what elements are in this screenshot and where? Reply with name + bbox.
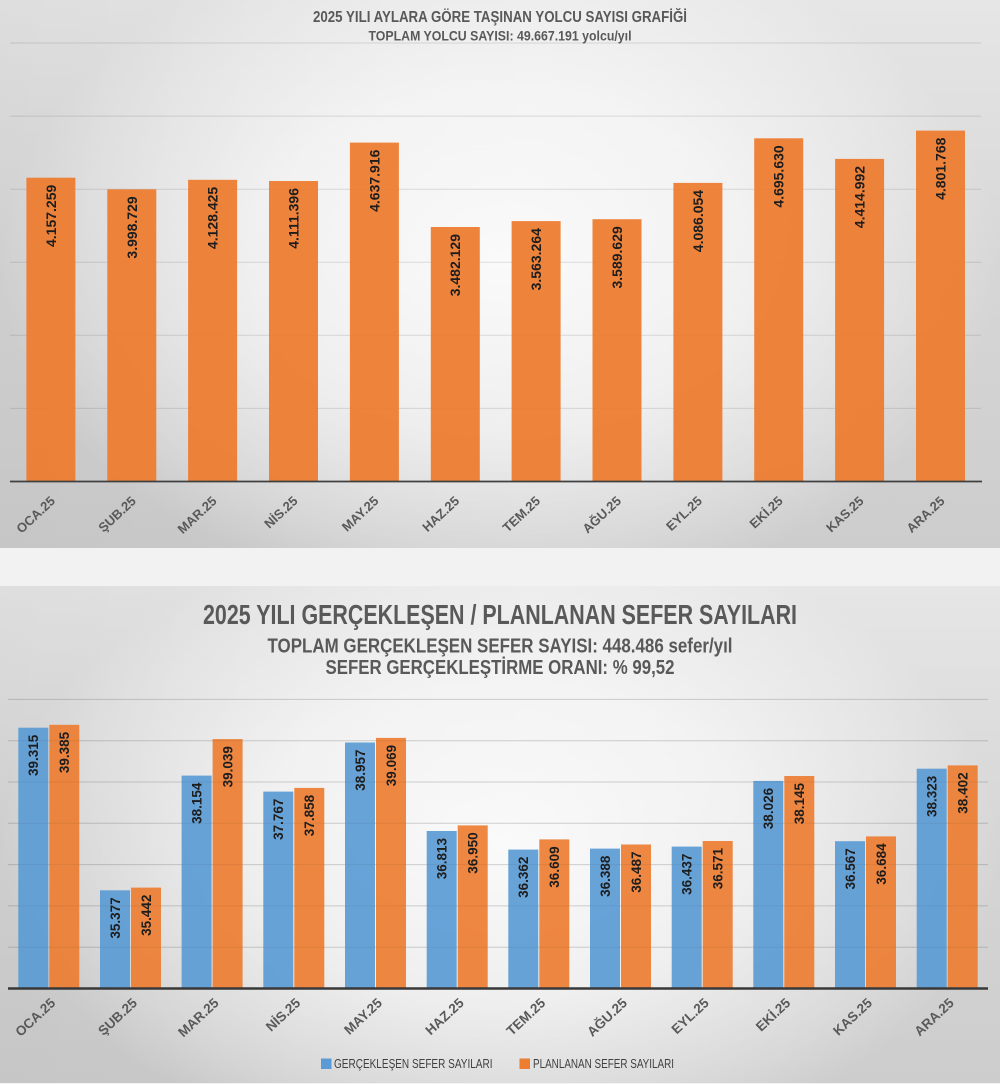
svg-text:38.145: 38.145 xyxy=(792,783,807,825)
svg-text:2025 YILI AYLARA GÖRE TAŞINAN: 2025 YILI AYLARA GÖRE TAŞINAN YOLCU SAYI… xyxy=(313,7,687,26)
svg-text:2025 YILI GERÇEKLEŞEN / PLANLA: 2025 YILI GERÇEKLEŞEN / PLANLANAN SEFER … xyxy=(203,599,797,630)
svg-text:4.414.992: 4.414.992 xyxy=(852,166,868,228)
svg-text:36.437: 36.437 xyxy=(680,854,695,895)
svg-text:4.086.054: 4.086.054 xyxy=(690,190,706,252)
svg-text:36.813: 36.813 xyxy=(435,838,450,880)
svg-text:4.157.259: 4.157.259 xyxy=(43,185,59,247)
svg-text:39.069: 39.069 xyxy=(384,745,399,786)
svg-text:36.567: 36.567 xyxy=(843,848,858,889)
svg-text:38.323: 38.323 xyxy=(925,775,940,817)
svg-text:TOPLAM GERÇEKLEŞEN SEFER SAYIS: TOPLAM GERÇEKLEŞEN SEFER SAYISI: 448.486… xyxy=(268,635,733,658)
svg-text:37.767: 37.767 xyxy=(271,799,286,840)
svg-text:TOPLAM YOLCU SAYISI: 49.667.19: TOPLAM YOLCU SAYISI: 49.667.191 yolcu/yı… xyxy=(369,28,632,44)
svg-text:39.385: 39.385 xyxy=(57,731,72,773)
svg-text:3.589.629: 3.589.629 xyxy=(609,226,625,288)
svg-text:36.487: 36.487 xyxy=(629,852,644,893)
svg-text:4.111.396: 4.111.396 xyxy=(286,188,302,249)
svg-text:36.388: 36.388 xyxy=(598,855,613,897)
svg-text:3.998.729: 3.998.729 xyxy=(124,196,140,258)
svg-text:36.684: 36.684 xyxy=(874,843,889,885)
svg-text:38.402: 38.402 xyxy=(956,772,971,813)
svg-text:35.377: 35.377 xyxy=(108,897,123,938)
svg-text:PLANLANAN SEFER SAYILARI: PLANLANAN SEFER SAYILARI xyxy=(533,1057,674,1071)
svg-text:4.801.768: 4.801.768 xyxy=(933,137,949,199)
svg-text:SEFER GERÇEKLEŞTİRME ORANI: %: SEFER GERÇEKLEŞTİRME ORANI: % 99,52 xyxy=(326,656,675,679)
svg-text:38.154: 38.154 xyxy=(189,782,204,824)
svg-text:4.695.630: 4.695.630 xyxy=(771,145,787,207)
svg-text:3.563.264: 3.563.264 xyxy=(528,228,544,290)
svg-text:39.039: 39.039 xyxy=(220,746,235,787)
svg-text:38.957: 38.957 xyxy=(353,750,368,791)
svg-text:36.571: 36.571 xyxy=(711,848,726,890)
svg-text:38.026: 38.026 xyxy=(761,787,776,829)
svg-text:3.482.129: 3.482.129 xyxy=(447,234,463,296)
svg-text:39.315: 39.315 xyxy=(26,734,41,776)
svg-text:37.858: 37.858 xyxy=(302,794,317,836)
svg-text:4.128.425: 4.128.425 xyxy=(205,187,221,249)
svg-text:35.442: 35.442 xyxy=(139,895,154,936)
svg-text:36.362: 36.362 xyxy=(516,857,531,898)
svg-text:GERÇEKLEŞEN SEFER SAYILARI: GERÇEKLEŞEN SEFER SAYILARI xyxy=(334,1057,493,1071)
svg-text:36.609: 36.609 xyxy=(547,846,562,887)
svg-text:4.637.916: 4.637.916 xyxy=(366,149,382,211)
svg-text:36.950: 36.950 xyxy=(466,832,481,873)
